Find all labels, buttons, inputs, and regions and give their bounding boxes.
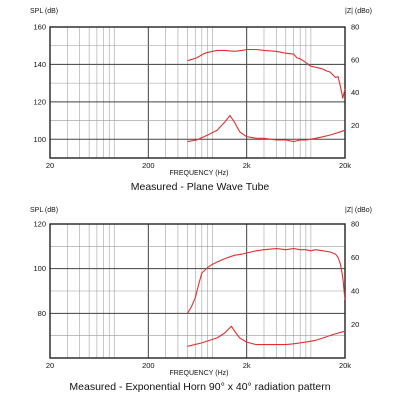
chart-bottom-grid <box>49 223 346 359</box>
chart-top-y-left-tick-label: 160 <box>33 23 46 32</box>
chart-bottom-x-tick-label: 2k <box>243 361 251 370</box>
chart-bottom-y-right-tick-label: 80 <box>351 220 359 229</box>
chart-top-caption: Measured - Plane Wave Tube <box>131 181 270 193</box>
chart-bottom-impedance-line <box>187 325 346 347</box>
chart-top-x-tick-label: 20k <box>339 161 351 170</box>
chart-top-y-right-tick-label: 40 <box>351 88 359 97</box>
chart-bottom-x-tick-label: 20 <box>46 361 54 370</box>
chart-bottom-left-axis-label: SPL (dB) <box>30 207 58 214</box>
chart-bottom: SPL (dB) |Z| (dBo) FREQUENCY (Hz) Measur… <box>30 207 372 393</box>
chart-bottom-x-tick-label: 200 <box>142 361 155 370</box>
chart-top-spl-line <box>187 48 346 99</box>
chart-top-x-tick-label: 20 <box>46 161 54 170</box>
chart-bottom-x-axis-label: FREQUENCY (Hz) <box>170 370 229 377</box>
chart-bottom-y-right-tick-label: 60 <box>351 253 359 262</box>
chart-top-x-axis-label: FREQUENCY (Hz) <box>170 170 229 177</box>
chart-top-y-right-tick-label: 20 <box>351 121 359 130</box>
chart-top-left-axis-label: SPL (dB) <box>30 8 58 15</box>
chart-bottom-x-tick-label: 20k <box>339 361 351 370</box>
chart-bottom-frame <box>49 223 346 359</box>
chart-top-y-left-tick-label: 140 <box>33 60 46 69</box>
chart-top-x-tick-label: 200 <box>142 161 155 170</box>
chart-top-impedance-line <box>187 114 346 143</box>
chart-top-x-tick-label: 2k <box>243 161 251 170</box>
chart-top-series <box>187 48 346 143</box>
chart-top-y-left-tick-label: 120 <box>33 97 46 106</box>
chart-bottom-y-right-tick-label: 20 <box>351 320 359 329</box>
chart-bottom-y-left-tick-label: 100 <box>33 264 46 273</box>
chart-top-y-right-tick-label: 80 <box>351 23 359 32</box>
chart-bottom-y-left-tick-label: 120 <box>33 220 46 229</box>
chart-bottom-y-left-tick-label: 80 <box>38 309 46 318</box>
chart-top-frame <box>49 26 346 159</box>
chart-bottom-labels: SPL (dB) |Z| (dBo) FREQUENCY (Hz) Measur… <box>30 207 372 393</box>
chart-top-right-axis-label: |Z| (dBo) <box>345 8 372 15</box>
chart-bottom-series <box>187 248 346 347</box>
chart-bottom-caption: Measured - Exponential Horn 90° x 40° ra… <box>69 381 330 393</box>
chart-bottom-y-right-tick-label: 40 <box>351 287 359 296</box>
chart-top-y-right-tick-label: 60 <box>351 55 359 64</box>
chart-top: SPL (dB) |Z| (dBo) FREQUENCY (Hz) Measur… <box>30 8 372 193</box>
chart-top-y-left-tick-label: 100 <box>33 135 46 144</box>
chart-top-grid <box>49 26 346 159</box>
chart-top-labels: SPL (dB) |Z| (dBo) FREQUENCY (Hz) Measur… <box>30 8 372 193</box>
chart-bottom-spl-line <box>187 248 346 314</box>
chart-bottom-right-axis-label: |Z| (dBo) <box>345 207 372 214</box>
